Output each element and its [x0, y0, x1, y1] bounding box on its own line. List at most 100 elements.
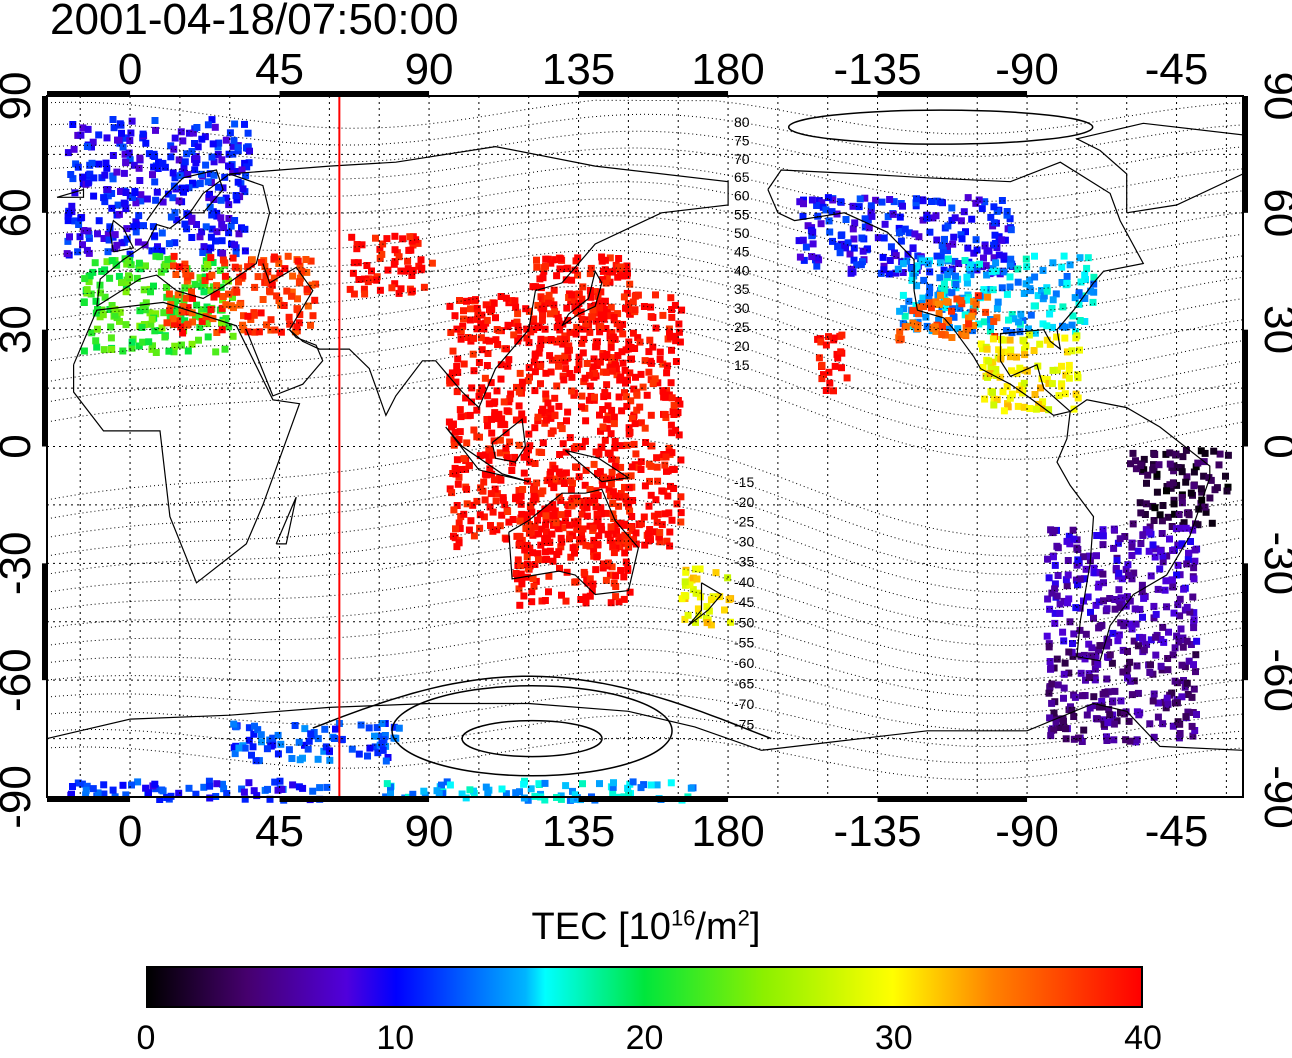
tec-cell — [172, 297, 180, 304]
coastline — [96, 173, 271, 307]
tec-cell — [266, 287, 273, 295]
tec-cell — [825, 333, 832, 341]
tec-cell — [494, 341, 502, 348]
tec-cell — [546, 547, 554, 555]
tec-cell — [602, 325, 610, 332]
tec-cell — [1144, 471, 1152, 479]
tec-cell — [212, 237, 219, 245]
tec-cell — [201, 277, 209, 284]
tec-cell — [621, 492, 629, 500]
tec-cell — [358, 241, 366, 249]
tec-cell — [692, 618, 699, 626]
tec-cell — [145, 789, 152, 797]
tec-cell — [948, 307, 955, 315]
tec-cell — [592, 448, 600, 456]
tec-cell — [1008, 367, 1016, 375]
tec-cell — [227, 222, 235, 230]
tec-cell — [192, 159, 200, 167]
tec-cell — [1180, 677, 1187, 684]
tec-cell — [886, 257, 894, 264]
mag-lat-contour — [46, 540, 1244, 629]
tec-cell — [350, 290, 358, 298]
tec-cell — [477, 320, 485, 328]
tec-cell — [968, 312, 976, 320]
coastline — [687, 582, 723, 627]
tec-cell — [550, 484, 558, 492]
tec-cell — [935, 310, 943, 317]
tec-cell — [678, 306, 686, 314]
tec-cell — [469, 501, 477, 509]
tec-cell — [454, 355, 462, 363]
tec-cell — [1076, 604, 1084, 612]
tec-cell — [712, 569, 720, 577]
tec-cell — [137, 197, 145, 205]
tec-cell — [620, 595, 628, 603]
tec-cell — [76, 233, 84, 241]
tec-cell — [83, 246, 91, 254]
tec-cell — [1197, 447, 1205, 455]
tec-cell — [962, 228, 969, 236]
tec-cell — [67, 171, 75, 178]
tec-cell — [549, 427, 557, 435]
tec-cell — [213, 290, 221, 298]
tec-cell — [578, 316, 586, 323]
tec-cell — [296, 278, 304, 286]
tec-cell — [420, 787, 428, 795]
tec-cell — [1149, 697, 1157, 705]
tec-cell — [80, 227, 88, 234]
tec-cell — [115, 210, 123, 218]
mag-lat-label: 40 — [734, 262, 750, 278]
tec-cell — [668, 313, 676, 321]
tec-cell — [1003, 211, 1011, 219]
tec-cell — [214, 183, 222, 191]
tec-cell — [473, 433, 481, 441]
tec-cell — [179, 137, 187, 145]
tec-cell — [1152, 633, 1160, 641]
tec-cell — [822, 341, 830, 349]
tec-cell — [514, 323, 522, 331]
tec-cell — [229, 150, 237, 158]
tec-cell — [302, 256, 310, 263]
tec-cell — [203, 260, 211, 268]
tec-cell — [515, 388, 523, 396]
tec-cell — [296, 311, 304, 319]
tec-cell — [547, 336, 555, 343]
tec-cell — [476, 524, 484, 532]
lon-tick-top: 135 — [542, 45, 615, 94]
tec-cell — [364, 278, 372, 286]
tec-cell — [554, 354, 562, 362]
tec-cell — [624, 269, 631, 277]
tec-cell — [553, 272, 561, 280]
tec-cell — [438, 781, 445, 789]
tec-cell — [417, 256, 425, 264]
tec-cell — [540, 556, 548, 564]
tec-cell — [647, 313, 655, 321]
tec-cell — [519, 486, 527, 493]
tec-cell — [372, 234, 379, 242]
tec-cell — [1072, 334, 1080, 342]
tec-cell — [544, 399, 552, 407]
tec-cell — [502, 429, 510, 437]
tec-cell — [926, 228, 934, 236]
tec-cell — [664, 467, 672, 475]
tec-cell — [492, 314, 499, 322]
tec-cell — [552, 256, 560, 264]
tec-cell — [630, 440, 638, 448]
tec-cell — [537, 341, 545, 348]
mag-lat-contour — [46, 113, 1244, 157]
tec-cell — [240, 312, 247, 320]
tec-cell — [248, 751, 255, 759]
tec-cell — [301, 725, 309, 733]
tec-cell — [135, 342, 143, 350]
tec-cell — [993, 314, 1001, 322]
tec-cell — [892, 269, 900, 277]
tec-cell — [991, 231, 999, 239]
lon-tick-bottom: 0 — [118, 807, 142, 856]
tec-cell — [123, 235, 131, 243]
mag-lat-contour — [46, 321, 1244, 420]
tec-cell — [899, 291, 907, 299]
tec-cell — [675, 328, 683, 336]
tec-cell — [985, 357, 993, 365]
tec-cell — [934, 301, 942, 308]
tec-cell — [992, 366, 1000, 373]
